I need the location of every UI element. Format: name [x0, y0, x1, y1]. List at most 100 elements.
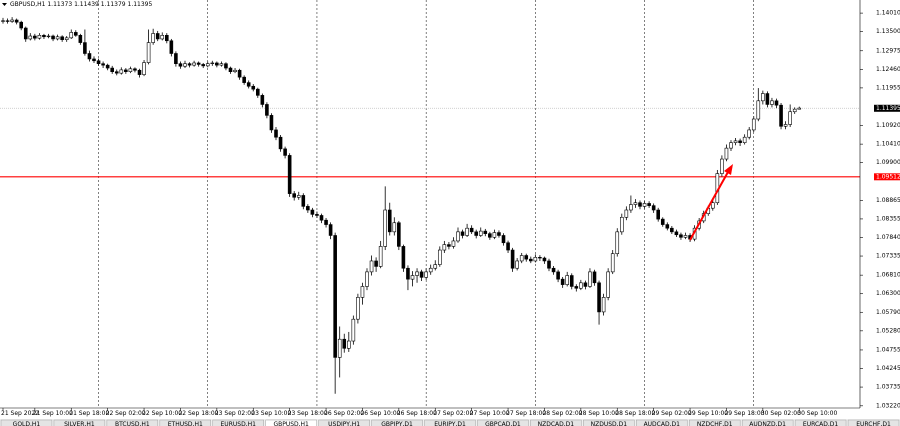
tab-label[interactable]: ETHUSD,H1: [168, 421, 203, 426]
candle-body: [87, 53, 92, 60]
candle-body: [255, 88, 260, 96]
tab-label[interactable]: NZDCHF,D1: [697, 421, 733, 426]
candle-body: [83, 42, 87, 54]
tab[interactable]: [477, 419, 529, 426]
candle-body: [342, 338, 347, 349]
tab-label[interactable]: EURJPY,D1: [434, 421, 466, 426]
tab[interactable]: [741, 419, 794, 426]
tab-label[interactable]: EURUSD,H1: [221, 421, 257, 426]
tab-label[interactable]: EURCAD,D1: [803, 421, 838, 426]
tab-label[interactable]: NZDCAD,D1: [538, 421, 575, 426]
tab[interactable]: [688, 419, 741, 426]
tab[interactable]: [583, 419, 635, 426]
tab-label[interactable]: NZDUSD,D1: [591, 421, 628, 426]
candle-body: [560, 278, 565, 285]
candle-body: [547, 260, 551, 269]
x-tick-label: 21 Sep 18:00: [69, 410, 109, 417]
tab[interactable]: [265, 419, 317, 426]
tab-label[interactable]: AUDNZD,D1: [749, 421, 786, 426]
tab-label[interactable]: AUDCAD,D1: [644, 421, 681, 426]
candle-body: [397, 222, 401, 247]
tab[interactable]: [212, 419, 264, 426]
candle-body: [556, 271, 560, 280]
x-tick-label: 22 Sep 18:00: [178, 410, 218, 417]
candle-body: [74, 32, 78, 36]
candle-body: [410, 275, 415, 280]
candle-body: [519, 255, 524, 262]
candle-body: [738, 140, 742, 143]
candle-body: [133, 68, 137, 71]
y-tick-label: 1.10920: [876, 122, 900, 129]
tab-label[interactable]: BTCUSD,H1: [115, 421, 150, 426]
tab-label[interactable]: GBPUSD,H1: [273, 421, 309, 426]
candle-body: [92, 58, 96, 62]
tab[interactable]: [424, 419, 476, 426]
candle-body: [488, 233, 492, 238]
candle-body: [710, 202, 715, 209]
y-tick-label: 1.12975: [876, 47, 900, 54]
x-tick-label: 28 Sep 10:00: [579, 410, 619, 417]
y-tick-label: 1.04245: [876, 365, 900, 372]
candle-body: [579, 282, 583, 289]
tab[interactable]: [53, 419, 106, 426]
x-tick-label: 23 Sep 18:00: [288, 410, 328, 417]
candle-body: [592, 271, 597, 284]
x-tick-label: 30 Sep 02:00: [761, 410, 801, 417]
candle-body: [437, 249, 442, 265]
candle-body: [319, 215, 324, 221]
candle-body: [19, 21, 24, 29]
tab-label[interactable]: GOLD,H1: [13, 421, 41, 426]
price-label-box: [874, 173, 900, 181]
tab[interactable]: [159, 419, 212, 426]
candle-body: [456, 231, 460, 242]
price-label: 1.09512: [876, 173, 900, 180]
candle-body: [51, 35, 55, 40]
candle-body: [747, 129, 752, 138]
candle-body: [783, 124, 788, 127]
x-tick-label: 27 Sep 18:00: [506, 410, 546, 417]
tab[interactable]: [371, 419, 423, 426]
candle-body: [469, 227, 474, 233]
tab[interactable]: [794, 419, 847, 426]
candle-body: [401, 246, 406, 269]
x-tick-label: 22 Sep 02:00: [106, 410, 146, 417]
tab-label[interactable]: GBPCAD,D1: [485, 421, 521, 426]
candle-body: [788, 111, 792, 125]
tab-label[interactable]: EURCHF,D1: [856, 421, 891, 426]
x-tick-label: 28 Sep 02:00: [542, 410, 582, 417]
candle-body: [60, 36, 64, 40]
y-tick-label: 1.07840: [876, 234, 900, 241]
tab[interactable]: [318, 419, 370, 426]
y-tick-label: 1.13500: [876, 28, 900, 35]
candle-body: [274, 129, 278, 138]
candle-body: [774, 100, 779, 106]
tab-label[interactable]: USDJPY,H1: [328, 421, 360, 426]
candle-body: [301, 195, 306, 207]
candle-body: [315, 214, 319, 216]
candle-body: [483, 230, 488, 234]
x-tick-label: 26 Sep 18:00: [397, 410, 437, 417]
candle-body: [569, 275, 574, 287]
candle-body: [392, 222, 397, 233]
tab[interactable]: [0, 419, 53, 426]
candle-body: [178, 63, 183, 67]
candle-body: [269, 115, 274, 131]
y-tick-label: 1.05790: [876, 309, 900, 316]
candle-body: [228, 67, 233, 73]
candle-body: [365, 271, 369, 287]
x-tick-label: 21 Sep 10:00: [33, 410, 73, 417]
candle-body: [433, 264, 438, 269]
x-tick-label: 26 Sep 10:00: [360, 410, 400, 417]
tab-label[interactable]: SILVER,H1: [64, 421, 95, 426]
candle-body: [729, 142, 733, 149]
candle-body: [101, 63, 105, 66]
tab[interactable]: [847, 419, 900, 426]
candle-body: [792, 108, 797, 113]
tab[interactable]: [530, 419, 582, 426]
tab[interactable]: [636, 419, 688, 426]
tab-label[interactable]: GBPJPY,D1: [381, 421, 413, 426]
candle-body: [510, 249, 515, 269]
candle-body: [756, 100, 761, 120]
tab[interactable]: [106, 419, 159, 426]
candle-body: [46, 35, 51, 38]
